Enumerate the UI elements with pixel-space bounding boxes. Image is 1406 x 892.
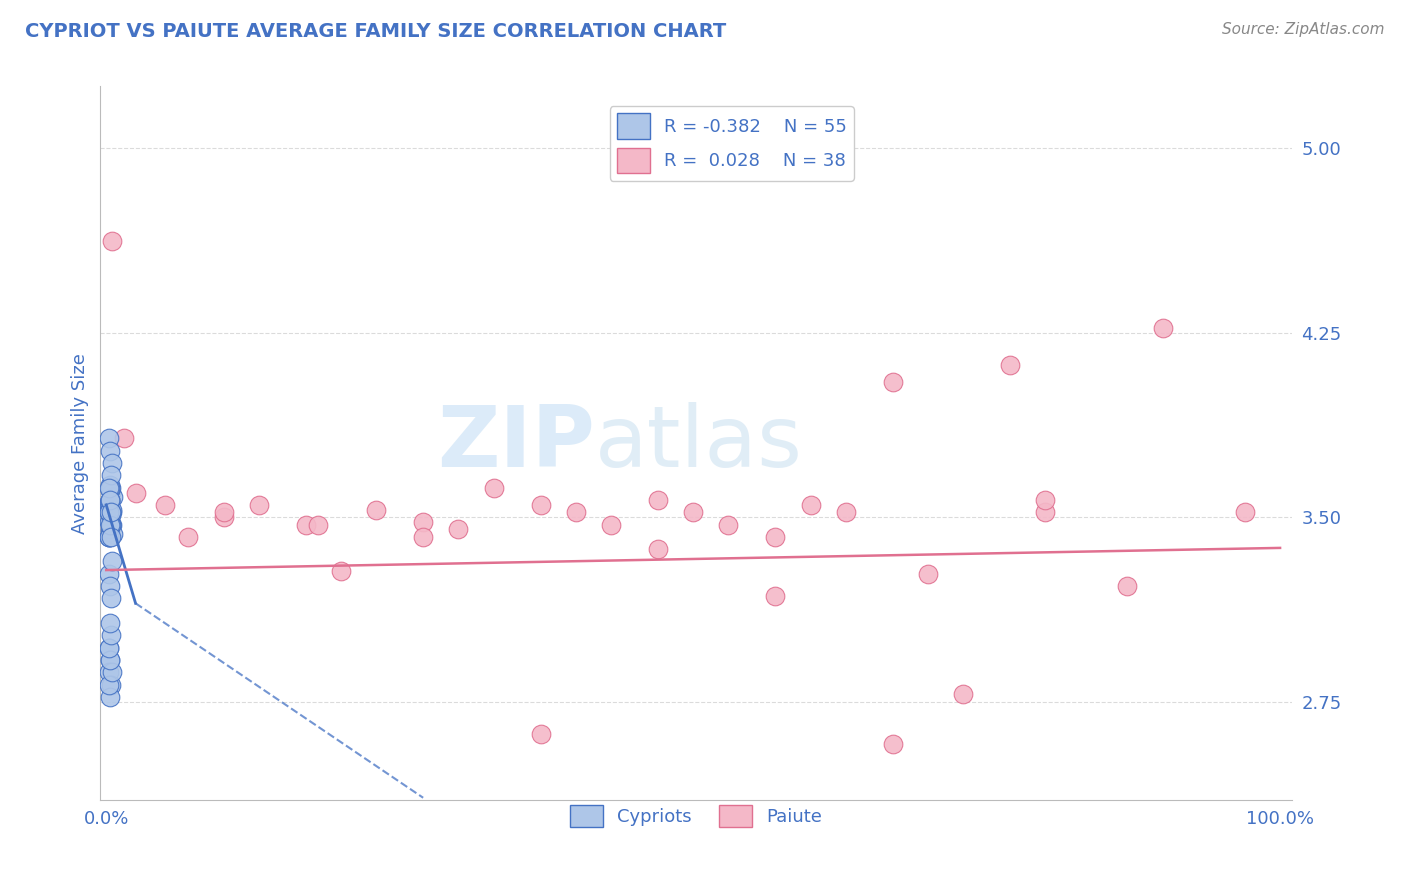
Point	[98, 478, 121, 492]
Point	[763, 589, 786, 603]
Point	[835, 505, 858, 519]
Point	[97, 505, 120, 519]
Point	[97, 495, 120, 509]
Point	[100, 468, 122, 483]
Point	[799, 498, 821, 512]
Point	[98, 653, 121, 667]
Point	[998, 358, 1021, 372]
Point	[177, 530, 200, 544]
Point	[97, 498, 120, 512]
Point	[529, 498, 551, 512]
Point	[97, 515, 120, 529]
Point	[103, 491, 125, 505]
Point	[98, 495, 121, 509]
Point	[100, 505, 122, 519]
Point	[97, 640, 120, 655]
Point	[100, 508, 122, 522]
Point	[100, 628, 122, 642]
Point	[100, 530, 122, 544]
Point	[366, 502, 388, 516]
Point	[100, 677, 122, 691]
Point	[101, 456, 124, 470]
Text: Source: ZipAtlas.com: Source: ZipAtlas.com	[1222, 22, 1385, 37]
Point	[101, 502, 124, 516]
Point	[98, 523, 121, 537]
Point	[882, 737, 904, 751]
Point	[682, 505, 704, 519]
Point	[212, 505, 235, 519]
Point	[100, 505, 122, 519]
Point	[565, 505, 588, 519]
Point	[98, 492, 121, 507]
Point	[101, 235, 124, 249]
Point	[97, 530, 120, 544]
Point	[330, 564, 353, 578]
Text: CYPRIOT VS PAIUTE AVERAGE FAMILY SIZE CORRELATION CHART: CYPRIOT VS PAIUTE AVERAGE FAMILY SIZE CO…	[25, 22, 727, 41]
Point	[447, 523, 470, 537]
Point	[1233, 505, 1256, 519]
Point	[212, 510, 235, 524]
Point	[98, 510, 121, 524]
Point	[97, 677, 120, 691]
Point	[882, 375, 904, 389]
Point	[112, 431, 135, 445]
Point	[647, 492, 669, 507]
Point	[97, 505, 120, 519]
Point	[101, 665, 124, 680]
Point	[529, 727, 551, 741]
Point	[1116, 579, 1139, 593]
Point	[307, 517, 329, 532]
Point	[717, 517, 740, 532]
Point	[294, 517, 316, 532]
Point	[97, 665, 120, 680]
Point	[97, 530, 120, 544]
Point	[917, 566, 939, 581]
Point	[98, 481, 121, 495]
Point	[97, 481, 120, 495]
Point	[101, 505, 124, 519]
Point	[100, 517, 122, 532]
Point	[100, 485, 122, 500]
Point	[100, 591, 122, 606]
Point	[98, 690, 121, 704]
Point	[600, 517, 623, 532]
Point	[98, 443, 121, 458]
Point	[98, 492, 121, 507]
Point	[1033, 492, 1056, 507]
Point	[98, 524, 121, 539]
Point	[100, 517, 122, 532]
Point	[412, 515, 434, 529]
Point	[98, 492, 121, 507]
Point	[98, 483, 121, 497]
Point	[101, 554, 124, 568]
Point	[100, 481, 122, 495]
Point	[647, 542, 669, 557]
Point	[98, 653, 121, 667]
Point	[97, 530, 120, 544]
Text: ZIP: ZIP	[437, 401, 595, 484]
Point	[1152, 320, 1174, 334]
Point	[97, 566, 120, 581]
Point	[153, 498, 176, 512]
Point	[103, 527, 125, 541]
Y-axis label: Average Family Size: Average Family Size	[72, 353, 89, 533]
Point	[97, 431, 120, 445]
Point	[1033, 505, 1056, 519]
Point	[247, 498, 270, 512]
Point	[97, 640, 120, 655]
Point	[952, 687, 974, 701]
Point	[763, 530, 786, 544]
Point	[98, 517, 121, 532]
Point	[412, 530, 434, 544]
Point	[97, 505, 120, 519]
Point	[482, 481, 505, 495]
Point	[98, 615, 121, 630]
Point	[124, 485, 146, 500]
Point	[98, 579, 121, 593]
Point	[101, 517, 124, 532]
Point	[100, 517, 122, 532]
Point	[97, 498, 120, 512]
Text: atlas: atlas	[595, 401, 803, 484]
Legend: Cypriots, Paiute: Cypriots, Paiute	[564, 797, 830, 834]
